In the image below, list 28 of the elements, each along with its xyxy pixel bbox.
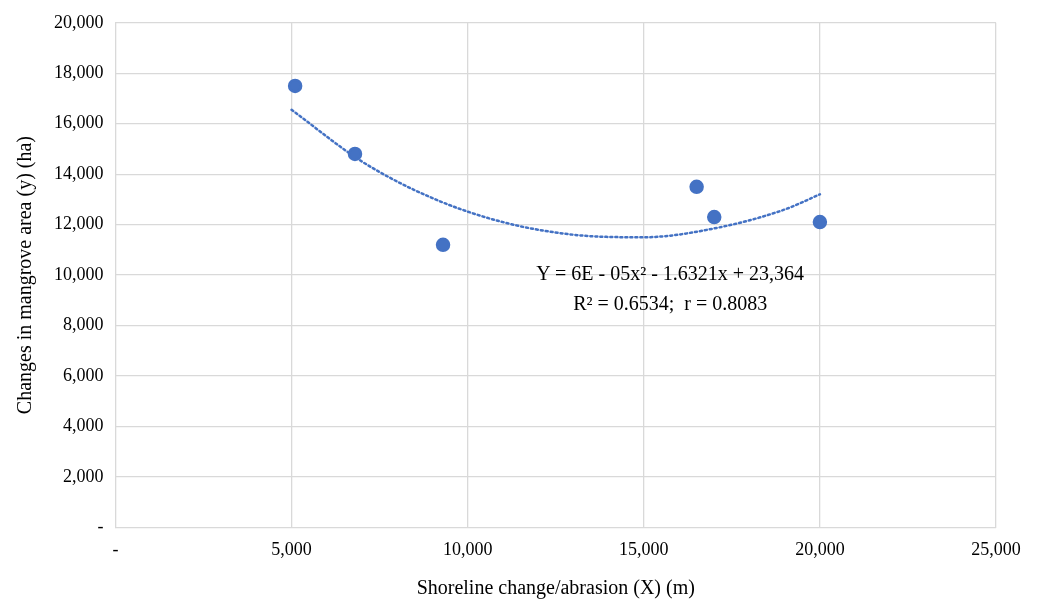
annotation: R² = 0.6534; r = 0.8083 xyxy=(573,292,768,315)
x-tick-label: 20,000 xyxy=(795,538,845,559)
point xyxy=(812,214,828,230)
x-tick-label: 25,000 xyxy=(971,538,1021,559)
y-tick-label: 12,000 xyxy=(54,213,104,234)
point xyxy=(689,179,704,195)
point xyxy=(706,209,722,225)
y-tick-label: 6,000 xyxy=(63,364,104,385)
annotation: Y = 6E - 05x² - 1.6321x + 23,364 xyxy=(536,262,805,285)
y-tick-label: 14,000 xyxy=(54,162,104,183)
y-axis-title: Changes in mangrove area (y) (ha) xyxy=(13,135,37,415)
y-tick-label: 2,000 xyxy=(63,465,104,486)
x-tick-label: 5,000 xyxy=(271,538,312,559)
y-tick-label: 10,000 xyxy=(54,263,104,284)
x-tick-label: 10,000 xyxy=(442,538,493,559)
line-series xyxy=(290,108,822,239)
y-tick-label: 20,000 xyxy=(54,11,104,32)
y-tick-label: 4,000 xyxy=(63,415,104,436)
y-tick-label: 18,000 xyxy=(54,61,104,82)
y-tick-label: 16,000 xyxy=(54,112,104,133)
point xyxy=(435,237,451,253)
x-tick-label: 15,000 xyxy=(619,538,669,559)
x-tick-label: - xyxy=(112,538,119,559)
point xyxy=(347,146,363,162)
y-tick-label: 8,000 xyxy=(63,314,104,335)
point xyxy=(287,78,303,94)
y-tick-label: - xyxy=(97,516,104,537)
x-axis-title: Shoreline change/abrasion (X) (m) xyxy=(416,576,695,600)
